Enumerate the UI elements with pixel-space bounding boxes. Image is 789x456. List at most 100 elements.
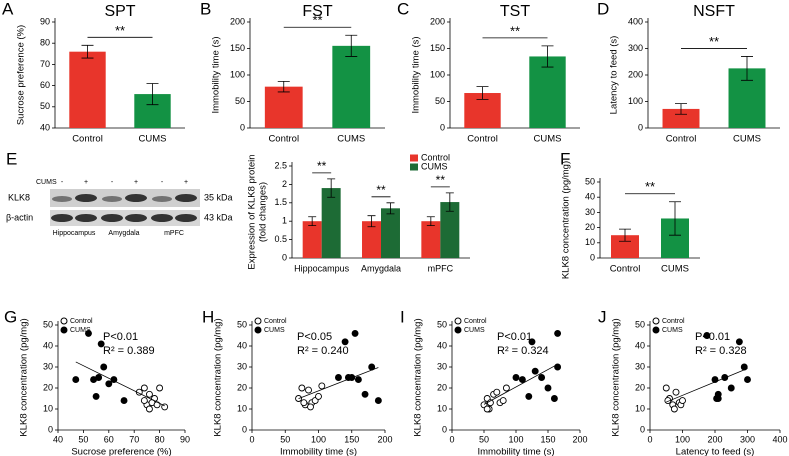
legend-label: Control [464,318,487,325]
y-tick-label: 20 [43,382,53,392]
y-tick-label: 20 [237,382,247,392]
y-tick-label: 0.5 [274,234,287,244]
x-tick-label: 200 [572,434,587,444]
significance-label: ** [317,159,327,173]
significance-label: ** [312,13,322,28]
point [735,338,743,346]
x-tick-label: CUMS [661,264,689,275]
point [351,329,359,337]
y-tick-label: 40 [237,340,247,350]
point [140,397,148,405]
y-tick-label: 40 [635,340,645,350]
y-tick-label: 100 [628,96,643,106]
annotation: P<0.01 [103,331,138,343]
trend-line [666,368,748,403]
point [307,403,314,411]
point [145,405,153,413]
point [105,380,113,388]
y-tick-label: 50 [43,319,53,329]
point [318,382,326,390]
lane-label: + [134,179,138,186]
point [100,363,108,371]
point [554,329,562,337]
y-tick-label: 2 [282,179,287,189]
legend-label: Control [264,318,287,325]
x-tick-label: 50 [78,434,88,444]
y-tick-label: 400 [628,16,643,26]
point [315,392,322,400]
x-tick-label: 100 [675,434,690,444]
x-tick-label: Control [72,134,103,145]
x-tick-label: 70 [129,434,139,444]
x-tick-label: 200 [707,434,722,444]
x-axis-title: Latency to feed (s) [676,447,755,456]
trend-line [298,367,379,399]
x-tick-label: 0 [449,434,454,444]
error-bar [277,80,290,93]
legend-label: CUMS [264,327,285,334]
y-tick-label: 0 [640,424,645,434]
point [672,388,680,396]
significance-label: ** [376,183,386,197]
annotation: P<0.01 [695,331,730,343]
y-axis-title: Expression of KLK8 protein [247,154,258,269]
y-tick-label: 10 [437,403,447,413]
legend-swatch [410,154,418,162]
point [483,405,491,413]
bar [264,86,303,128]
y-tick-label: 50 [437,319,447,329]
point [95,374,103,381]
x-tick-label: Control [268,134,299,145]
point [550,395,558,402]
y-tick-label: 0 [242,424,247,434]
lane-label: + [184,179,188,186]
error-bar [669,201,681,236]
y-tick-label: 10 [43,403,53,413]
x-axis-title: Immobility time (s) [477,447,554,456]
point [92,392,100,400]
bar [611,235,639,258]
x-tick-label: CUMS [139,134,167,145]
x-tick-label: mPFC [428,263,454,273]
x-tick-label: CUMS [337,134,365,145]
bands [51,194,197,222]
y-tick-label: 300 [628,43,643,53]
y-tick-label: 40 [437,340,447,350]
x-tick-label: 400 [772,434,787,444]
legend-label: Control [70,318,93,325]
y-tick-label: 90 [40,16,50,26]
point [85,329,92,337]
y-tick-label: 150 [230,43,245,53]
point [140,384,148,392]
point [744,376,751,384]
error-bar [445,192,454,212]
x-tick-label: Control [610,264,641,275]
x-tick-label: 100 [508,434,523,444]
y-tick-label: 200 [430,16,445,26]
point [544,384,552,392]
legend-marker [60,317,68,325]
point [120,397,128,405]
x-axis-title: Immobility time (s) [280,447,357,456]
bar [529,56,566,129]
legend-marker [652,326,660,334]
x-tick-label: 0 [647,434,652,444]
treatment-label: CUMS [36,179,57,186]
point [670,405,678,413]
error-bar [146,83,159,106]
y-tick-label: 10 [237,403,247,413]
y-tick-label: 200 [230,16,245,26]
bar [332,45,371,128]
legend-label: Control [662,318,685,325]
y-tick-label: 0 [442,424,447,434]
y-tick-label: 30 [585,207,595,217]
region-label: Hippocampus [53,230,96,237]
size-label: 43 kDa [204,212,233,222]
bar [440,202,460,258]
point [703,332,711,339]
size-label: 35 kDa [204,192,233,202]
chart-title: SPT [104,3,135,20]
legend-marker [454,326,462,334]
y-tick-label: 20 [437,382,447,392]
point [502,384,510,392]
